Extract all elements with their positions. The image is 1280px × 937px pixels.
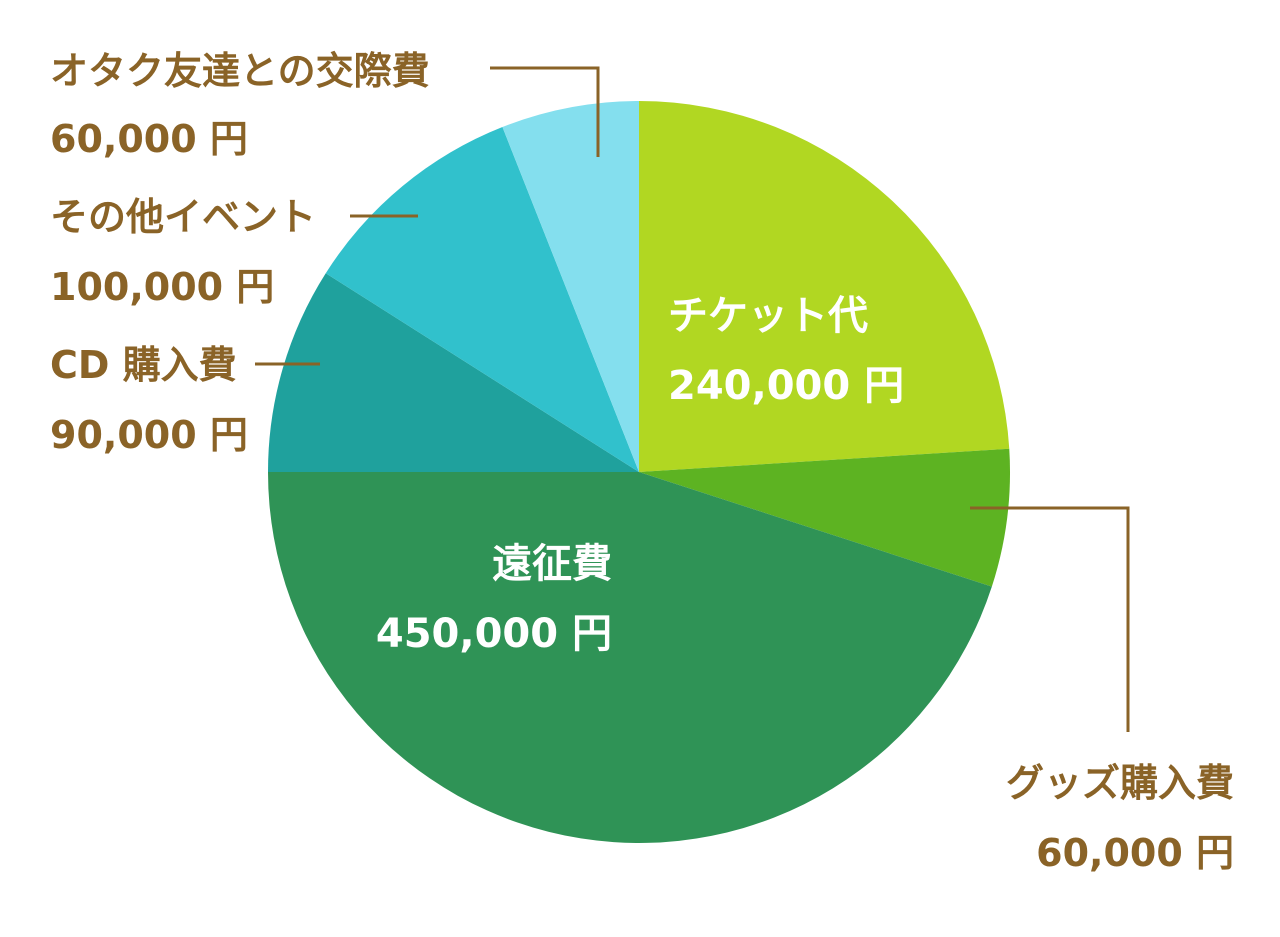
pie-slice-ticket: [639, 101, 1010, 472]
label-other-value: 100,000 円: [50, 265, 275, 309]
label-cd-name: CD 購入費: [50, 343, 237, 387]
label-other-name: その他イベント: [50, 195, 317, 239]
label-goods-value: 60,000 円: [1036, 831, 1234, 875]
label-travel-name: 遠征費: [492, 541, 612, 587]
pie-slice-goods: [639, 448, 1010, 587]
pie-slice-other: [325, 127, 639, 473]
label-travel-value: 450,000 円: [375, 611, 612, 657]
pie-slice-social: [502, 101, 639, 472]
leader-social: [490, 66, 600, 157]
label-ticket-value: 240,000 円: [668, 363, 905, 409]
leader-goods: [970, 506, 1130, 732]
label-ticket-name: チケット代: [668, 293, 868, 339]
label-social-value: 60,000 円: [50, 117, 248, 161]
pie-slice-cd: [268, 273, 639, 472]
label-social-name: オタク友達との交際費: [50, 49, 430, 93]
pie-slice-travel: [268, 472, 992, 843]
label-goods-name: グッズ購入費: [1005, 761, 1234, 805]
label-cd-value: 90,000 円: [50, 413, 248, 457]
